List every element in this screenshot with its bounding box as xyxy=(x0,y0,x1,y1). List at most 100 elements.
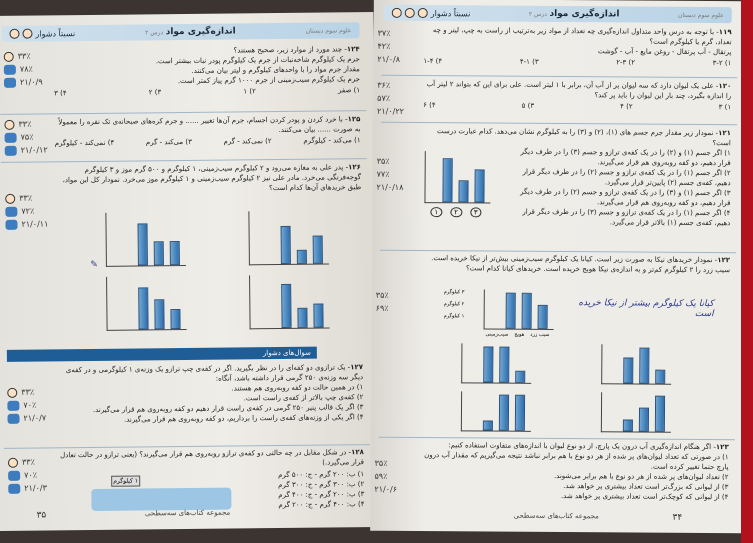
option[interactable]: ۴) از لیوانی که کوچک‌تر است تعداد بیشتری… xyxy=(560,492,729,502)
bar xyxy=(655,369,666,384)
axis-label: ۱ کیلوگرم xyxy=(443,313,465,320)
option[interactable]: ۴) ۱-۴ xyxy=(423,57,443,66)
footer: مجموعه کتاب‌های سه‌سطحی xyxy=(513,511,599,521)
stat-value: ۴۲٪ xyxy=(377,41,391,51)
question-126: ۱۲۶- پدر علی به مغازه می‌رود و ۲ کیلوگرم… xyxy=(62,163,362,193)
subject-label: علوم سوم دبستان xyxy=(305,26,352,35)
question-number: ۱۲۸ xyxy=(351,448,364,457)
bar-label: ۳ xyxy=(469,207,482,218)
stats-box: ۳۵٪ ۶۹٪ xyxy=(376,289,418,315)
battery-icon xyxy=(3,77,17,88)
stats-box: ۳۶٪ ۵۷٪ ۲۱/۰/۲۲ xyxy=(377,79,419,118)
option[interactable]: ۱) می‌کند - کیلوگرم xyxy=(303,136,361,145)
bar xyxy=(514,394,526,431)
option[interactable]: ۳) ۵ xyxy=(521,101,535,110)
bar xyxy=(458,180,469,203)
left-page: علوم سوم دبستان اندازه‌گیری مواد درس ۲ ن… xyxy=(0,12,379,531)
lesson-label: درس ۲ xyxy=(145,29,164,37)
stats-box: ۳۳٪ ۷۰٪ ۲۱/۰/۷ xyxy=(7,385,53,424)
mass-bar-chart xyxy=(424,151,491,204)
stats-box: ۳۳٪ ۷۸٪ ۲۱/۰/۹ xyxy=(3,49,50,88)
option[interactable]: ۱) صفر xyxy=(337,86,361,95)
handwritten-note: کیانا یک کیلوگرم بیشتر از نیکا خریده است xyxy=(578,298,714,320)
hard-questions-banner: سوال‌های دشوار xyxy=(6,346,317,362)
kid-face-icon xyxy=(404,7,415,18)
bar xyxy=(483,346,494,383)
stat-value: ۳۵٪ xyxy=(376,156,390,166)
question-text: چند مورد از موارد زیر، صحیح هستند؟ xyxy=(233,45,343,55)
stat-value: ۲۱/۰/۲۲ xyxy=(377,106,404,116)
question-number: ۱۲۳ xyxy=(715,443,729,452)
option[interactable]: ۲) ۱ xyxy=(243,87,256,96)
bar xyxy=(474,169,485,203)
option[interactable]: ۴) ۳ xyxy=(54,89,67,98)
option[interactable]: ۲) اگر جسم (۱) را در یک کفه‌ی ترازو و جس… xyxy=(522,167,731,188)
bar xyxy=(622,419,633,432)
option-chart-4 xyxy=(460,391,532,432)
stat-value: ۳۳٪ xyxy=(19,193,33,203)
question-number: ۱۲۶ xyxy=(348,163,361,172)
option-chart-2 xyxy=(105,211,186,267)
bar xyxy=(281,283,292,328)
bar-label: ۱ xyxy=(430,207,443,218)
option[interactable]: ۲) نمی‌کند - گرم xyxy=(223,137,272,146)
bar xyxy=(313,303,324,328)
axis-label: ۲ کیلوگرم xyxy=(443,301,465,308)
nika-purchases-chart xyxy=(483,289,554,330)
kid-face-icon xyxy=(391,7,402,18)
banner-label: سوال‌های دشوار xyxy=(262,348,311,358)
bar xyxy=(498,394,510,431)
question-text: در شکل مقابل در چه حالتی دو کفه‌ی ترازو … xyxy=(60,448,365,467)
option[interactable]: ۱) ۳-۲ xyxy=(712,59,732,68)
stat-value: ۳۳٪ xyxy=(17,51,31,61)
stat-value: ۳۳٪ xyxy=(18,119,32,129)
stat-value: ۲۱/۰/۸ xyxy=(377,54,401,64)
kid-face-icon xyxy=(5,193,16,204)
battery-icon xyxy=(5,219,18,230)
page-header: علوم سوم دبستان اندازه‌گیری مواد درس ۲ ن… xyxy=(383,4,732,24)
bar xyxy=(170,309,181,330)
level-label: نسبتاً دشوار xyxy=(35,28,76,39)
stat-value: ۲۱/۰/۱۸ xyxy=(376,182,404,192)
battery-icon xyxy=(8,483,21,494)
option[interactable]: ۴) ۶ xyxy=(423,101,436,110)
bar-labels: ۱ ۲ ۳ xyxy=(430,207,482,218)
option[interactable]: ۱) ۳ xyxy=(718,103,732,112)
battery-icon xyxy=(7,413,20,424)
question-text: یک ترازوی دو کفه‌ای را در نظر بگیرید. اگ… xyxy=(65,363,364,383)
option[interactable]: ۳) ۲ xyxy=(148,88,162,97)
stat-value: ۳۵٪ xyxy=(375,290,389,300)
option[interactable]: ۱) اگر جسم (۱) و (۲) را در یک کفه‌ی تراز… xyxy=(520,147,731,168)
question-number: ۱۲۵ xyxy=(347,115,361,124)
bar xyxy=(638,407,650,432)
weight-label: ۱ کیلوگرم xyxy=(111,475,141,487)
question-number: ۱۲۷ xyxy=(350,363,364,372)
hand-icon xyxy=(7,400,20,411)
bar xyxy=(296,249,307,264)
right-page: علوم سوم دبستان اندازه‌گیری مواد درس ۲ ن… xyxy=(370,0,746,534)
option[interactable]: ۲) ۴ xyxy=(620,102,633,111)
option[interactable]: ۴) نمی‌کند - کیلوگرم xyxy=(54,138,115,148)
bar xyxy=(505,292,516,329)
bar xyxy=(297,307,308,328)
stat-value: ۷۰٪ xyxy=(24,470,38,480)
option[interactable]: ۳) اگر جسم (۱) و (۳) را در یک کفه‌ی تراز… xyxy=(520,187,731,208)
option[interactable]: ۱) در صورتی که تعداد لیوان‌های پر شده از… xyxy=(424,451,729,472)
stat-value: ۲۱/۰/۷ xyxy=(23,413,47,423)
kid-face-icon xyxy=(7,457,19,468)
option[interactable]: ۴) اگر جسم (۱) را در یک کفه‌ی ترازو و جس… xyxy=(522,207,731,228)
stats-box: ۳۵٪ ۵۹٪ ۲۱/۰/۶ xyxy=(374,457,416,496)
question-125: ۱۲۵- با خرد کردن و پودر کردن اجسام، جرم … xyxy=(54,115,361,148)
stat-value: ۵۷٪ xyxy=(377,93,391,103)
axis-labels: ۳ کیلوگرم ۲ کیلوگرم ۱ کیلوگرم xyxy=(444,289,465,320)
stat-value: ۵۹٪ xyxy=(374,471,388,481)
question-127: ۱۲۷- یک ترازوی دو کفه‌ای را در نظر بگیری… xyxy=(57,362,364,425)
stat-value: ۳۵٪ xyxy=(374,458,388,468)
stat-value: ۳۳٪ xyxy=(21,387,35,397)
chapter-title: اندازه‌گیری مواد xyxy=(549,8,620,20)
option[interactable]: ۲) ۲-۳ xyxy=(616,58,636,67)
question-text: با خرد کردن و پودر کردن اجسام، جرم آن‌ها… xyxy=(58,115,361,135)
option[interactable]: ۳) ۴-۱ xyxy=(519,57,539,66)
option-chart-4 xyxy=(106,275,187,331)
option[interactable]: ۳) می‌کند - گرم xyxy=(145,137,192,147)
